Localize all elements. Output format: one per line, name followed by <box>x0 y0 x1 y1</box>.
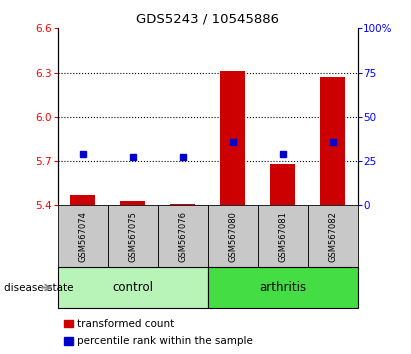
Bar <box>70 195 95 205</box>
Text: percentile rank within the sample: percentile rank within the sample <box>77 336 253 346</box>
Text: arthritis: arthritis <box>259 281 306 294</box>
Text: GSM567082: GSM567082 <box>328 211 337 262</box>
Text: GSM567081: GSM567081 <box>278 211 287 262</box>
Bar <box>270 164 295 205</box>
Bar <box>120 201 145 205</box>
Text: GSM567076: GSM567076 <box>178 211 187 262</box>
Text: control: control <box>112 281 153 294</box>
Title: GDS5243 / 10545886: GDS5243 / 10545886 <box>136 13 279 26</box>
Text: disease state: disease state <box>4 282 74 293</box>
Bar <box>170 204 195 205</box>
Bar <box>220 71 245 205</box>
Text: GSM567074: GSM567074 <box>78 211 87 262</box>
Bar <box>320 77 345 205</box>
Text: transformed count: transformed count <box>77 319 174 329</box>
Text: GSM567075: GSM567075 <box>128 211 137 262</box>
Text: GSM567080: GSM567080 <box>228 211 237 262</box>
